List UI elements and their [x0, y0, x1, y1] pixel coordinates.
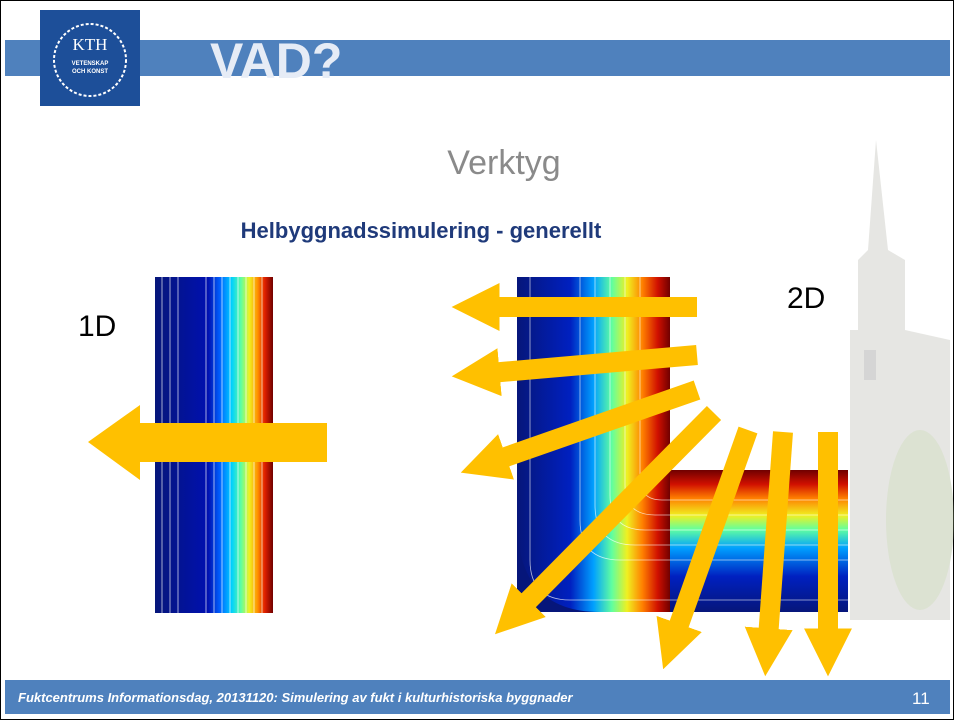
subtitle: Verktyg [447, 144, 560, 182]
logo-line: VETENSKAP [72, 61, 109, 67]
slide: KTH VETENSKAP OCH KONST VAD? Verktyg Hel… [0, 0, 954, 720]
heading: Helbyggnadssimulering - generellt [241, 218, 602, 243]
footer-text: Fuktcentrums Informationsdag, 20131120: … [18, 690, 574, 705]
label-2d: 2D [787, 282, 825, 315]
slide-title: VAD? [210, 33, 342, 89]
logo-line: OCH KONST [72, 69, 108, 75]
logo-name: KTH [73, 35, 108, 54]
page-number: 11 [912, 689, 930, 708]
header-band [5, 40, 950, 76]
label-1d: 1D [78, 310, 116, 343]
